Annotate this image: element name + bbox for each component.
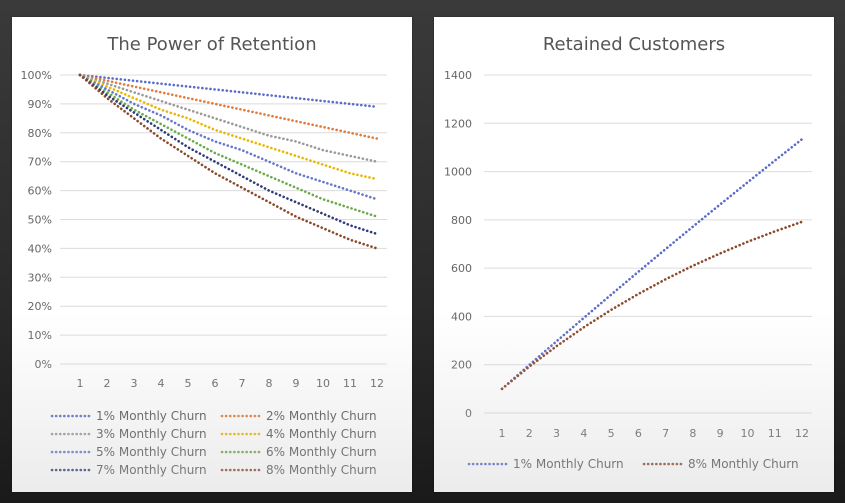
x-tick-label: 7 — [239, 377, 246, 390]
y-tick-label: 20% — [28, 300, 52, 313]
legend-label: 1% Monthly Churn — [96, 409, 207, 423]
y-tick-label: 1400 — [444, 69, 472, 82]
y-tick-label: 800 — [451, 214, 472, 227]
y-tick-label: 600 — [451, 262, 472, 275]
x-tick-label: 11 — [343, 377, 357, 390]
x-tick-label: 12 — [370, 377, 384, 390]
y-tick-label: 70% — [28, 156, 52, 169]
retention-chart: The Power of Retention 0% 10% 20% 30% 40% 50% 6… — [21, 34, 387, 477]
x-tick-label: 4 — [158, 377, 165, 390]
y-tick-label: 10% — [28, 329, 52, 342]
x-tick-label: 1 — [77, 377, 84, 390]
series-line — [78, 73, 379, 163]
x-tick-label: 5 — [185, 377, 192, 390]
x-tick-label: 10 — [316, 377, 330, 390]
x-tick-label: 8 — [689, 427, 696, 440]
x-tick-label: 9 — [717, 427, 724, 440]
y-tick-label: 90% — [28, 98, 52, 111]
y-tick-label: 0% — [35, 358, 52, 371]
x-tick-label: 5 — [608, 427, 615, 440]
series-line — [78, 73, 379, 201]
legend-label: 7% Monthly Churn — [96, 463, 207, 477]
legend-label: 8% Monthly Churn — [266, 463, 377, 477]
y-tick-label: 100% — [21, 69, 52, 82]
x-tick-label: 7 — [662, 427, 669, 440]
x-tick-label: 3 — [131, 377, 138, 390]
chart-title: Retained Customers — [543, 34, 725, 55]
legend-label: 2% Monthly Churn — [266, 409, 377, 423]
retained-customers-chart-panel: Retained Customers 0 200 400 600 800 1000 1200 1… — [434, 17, 834, 492]
legend-label: 5% Monthly Churn — [96, 445, 207, 459]
y-tick-label: 1200 — [444, 117, 472, 130]
series-line — [500, 137, 804, 391]
x-tick-label: 12 — [795, 427, 809, 440]
x-tick-label: 9 — [293, 377, 300, 390]
legend-label: 1% Monthly Churn — [513, 457, 624, 471]
retained-customers-chart: Retained Customers 0 200 400 600 800 1000 1200 1… — [444, 34, 812, 471]
legend-label: 6% Monthly Churn — [266, 445, 377, 459]
x-tick-label: 3 — [553, 427, 560, 440]
y-tick-label: 60% — [28, 185, 52, 198]
x-tick-label: 1 — [499, 427, 506, 440]
series-line — [78, 73, 379, 140]
series-line — [78, 73, 379, 218]
y-tick-label: 50% — [28, 214, 52, 227]
y-tick-label: 1000 — [444, 166, 472, 179]
retention-chart-panel: The Power of Retention 0% 10% 20% 30% 40% 50% 6… — [12, 17, 412, 492]
x-tick-label: 2 — [526, 427, 533, 440]
y-tick-label: 80% — [28, 127, 52, 140]
legend-label: 8% Monthly Churn — [688, 457, 799, 471]
x-tick-label: 2 — [104, 377, 111, 390]
x-tick-label: 10 — [740, 427, 754, 440]
x-tick-label: 6 — [212, 377, 219, 390]
series-line — [78, 73, 379, 181]
x-tick-label: 8 — [266, 377, 273, 390]
y-tick-label: 400 — [451, 310, 472, 323]
x-tick-label: 4 — [580, 427, 587, 440]
series-line — [500, 220, 804, 391]
legend-label: 4% Monthly Churn — [266, 427, 377, 441]
y-tick-label: 0 — [465, 407, 472, 420]
y-tick-label: 40% — [28, 242, 52, 255]
chart-title: The Power of Retention — [106, 34, 316, 55]
x-tick-label: 6 — [635, 427, 642, 440]
series-line — [78, 73, 379, 109]
legend-label: 3% Monthly Churn — [96, 427, 207, 441]
y-tick-label: 200 — [451, 359, 472, 372]
y-tick-label: 30% — [28, 271, 52, 284]
series-line — [78, 73, 379, 236]
x-tick-label: 11 — [768, 427, 782, 440]
